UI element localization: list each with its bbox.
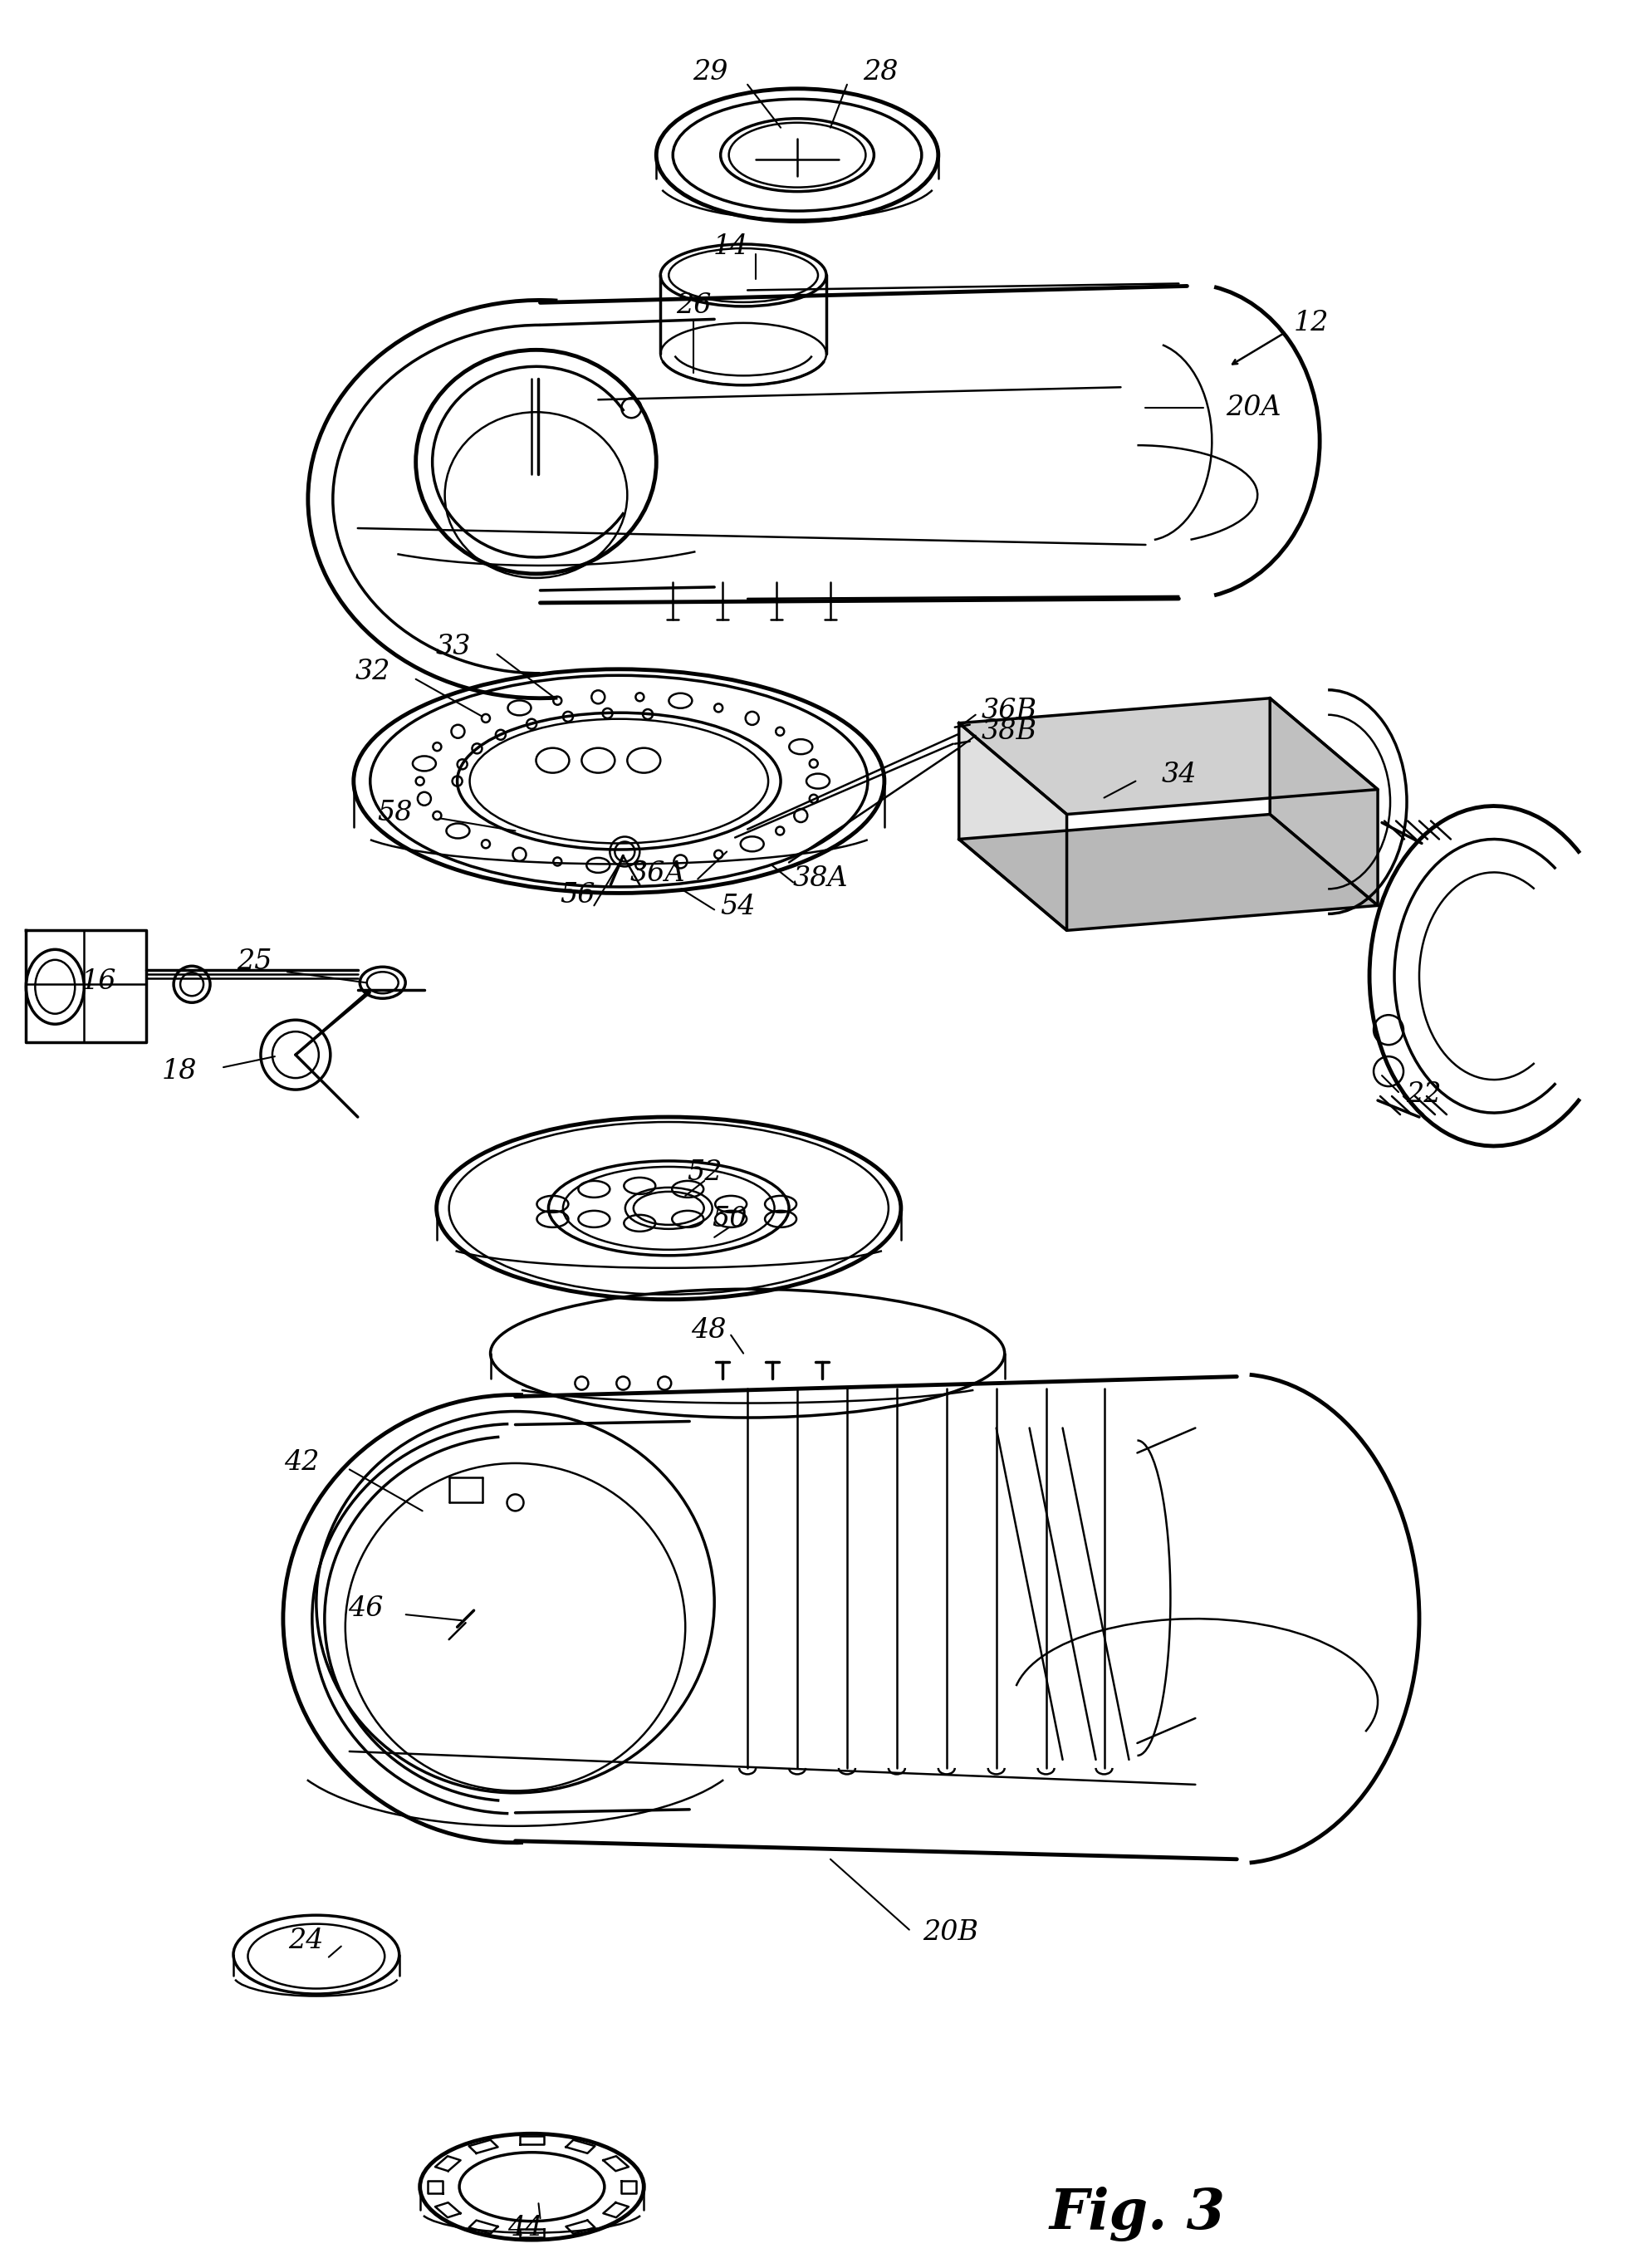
Text: 24: 24 xyxy=(288,1928,324,1953)
Text: 32: 32 xyxy=(355,658,391,685)
Polygon shape xyxy=(959,723,1067,930)
Polygon shape xyxy=(959,814,1378,930)
Text: 26: 26 xyxy=(676,293,712,320)
Text: 38B: 38B xyxy=(982,719,1037,744)
Text: 36B: 36B xyxy=(982,696,1037,723)
Text: 18: 18 xyxy=(162,1059,196,1084)
Text: 48: 48 xyxy=(690,1318,726,1343)
Text: 42: 42 xyxy=(283,1449,319,1476)
Text: 54: 54 xyxy=(720,894,756,921)
Text: 20A: 20A xyxy=(1225,395,1281,422)
Text: 46: 46 xyxy=(348,1594,384,1622)
Text: 16: 16 xyxy=(82,968,116,996)
Text: Fig. 3: Fig. 3 xyxy=(1049,2186,1225,2241)
Text: 14: 14 xyxy=(713,234,749,259)
Text: 34: 34 xyxy=(1162,762,1196,787)
Text: 22: 22 xyxy=(1405,1082,1441,1107)
Text: 36A: 36A xyxy=(630,862,685,887)
Polygon shape xyxy=(959,699,1378,814)
Text: 50: 50 xyxy=(712,1207,748,1232)
Text: 44: 44 xyxy=(507,2216,543,2241)
Text: 58: 58 xyxy=(378,798,412,826)
Text: 20B: 20B xyxy=(923,1919,978,1946)
Text: 29: 29 xyxy=(692,59,728,86)
Text: 33: 33 xyxy=(435,633,471,660)
Polygon shape xyxy=(1270,699,1378,905)
Text: 25: 25 xyxy=(237,948,272,975)
Text: 56: 56 xyxy=(560,882,596,909)
Text: 52: 52 xyxy=(687,1159,721,1186)
Text: 12: 12 xyxy=(1294,311,1328,336)
Text: 38A: 38A xyxy=(793,866,847,891)
Text: 28: 28 xyxy=(862,59,898,86)
